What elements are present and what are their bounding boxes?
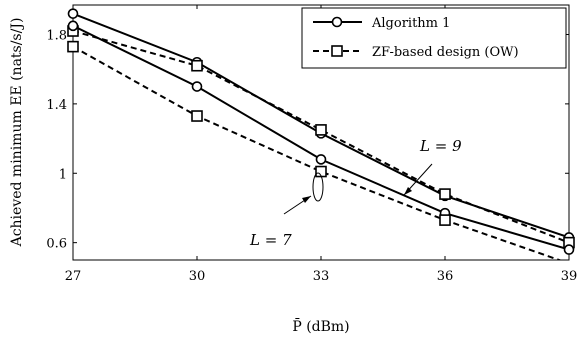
annotation-l9: L = 9 [403, 137, 462, 196]
series-line-zf-based [73, 45, 563, 260]
legend-marker-square [331, 45, 343, 57]
y-tick-label: 1.4 [46, 98, 67, 113]
data-point-square [439, 188, 451, 200]
x-tick-label: 36 [437, 269, 454, 284]
annotation-l7-label: L = 7 [249, 231, 292, 249]
data-point-circle [67, 8, 79, 19]
y-axis-label: Achieved minimum EE (nats/s/J) [9, 18, 25, 248]
x-tick-label: 33 [313, 269, 330, 284]
data-point-square [67, 40, 79, 53]
legend: Algorithm 1 ZF-based design (OW) [301, 7, 567, 69]
data-point-circle [191, 81, 203, 92]
annotation-l7: L = 7 [249, 172, 324, 249]
y-tick-label: 0.6 [46, 237, 67, 252]
legend-label-zf-based: ZF-based design (OW) [372, 45, 519, 60]
data-point-square [191, 110, 203, 122]
data-point-square [191, 59, 203, 72]
legend-box [301, 7, 567, 69]
annotation-l9-arrowhead [404, 187, 412, 195]
axis-ticks: 27 30 33 36 39 0.6 1 1.4 1.8 [46, 5, 577, 284]
data-point-circle [315, 154, 327, 165]
y-tick-label: 1.8 [46, 28, 67, 43]
series-line-zf-based [73, 30, 569, 244]
data-point-circle [67, 20, 79, 32]
annotation-l7-ellipse [312, 172, 324, 202]
data-point-circle [563, 244, 575, 255]
legend-marker-circle [331, 16, 343, 28]
data-point-square [315, 124, 327, 136]
x-tick-label: 27 [65, 269, 82, 284]
x-axis-label: P̄ (dBm) [292, 317, 349, 335]
x-tick-label: 30 [189, 269, 206, 284]
y-tick-label: 1 [59, 167, 67, 182]
series-layer [67, 8, 575, 260]
annotation-l9-label: L = 9 [419, 137, 462, 155]
annotation-l7-arrowhead [302, 196, 311, 203]
data-point-square [439, 214, 451, 226]
legend-label-algorithm-1: Algorithm 1 [371, 16, 450, 31]
x-tick-label: 39 [561, 269, 578, 284]
